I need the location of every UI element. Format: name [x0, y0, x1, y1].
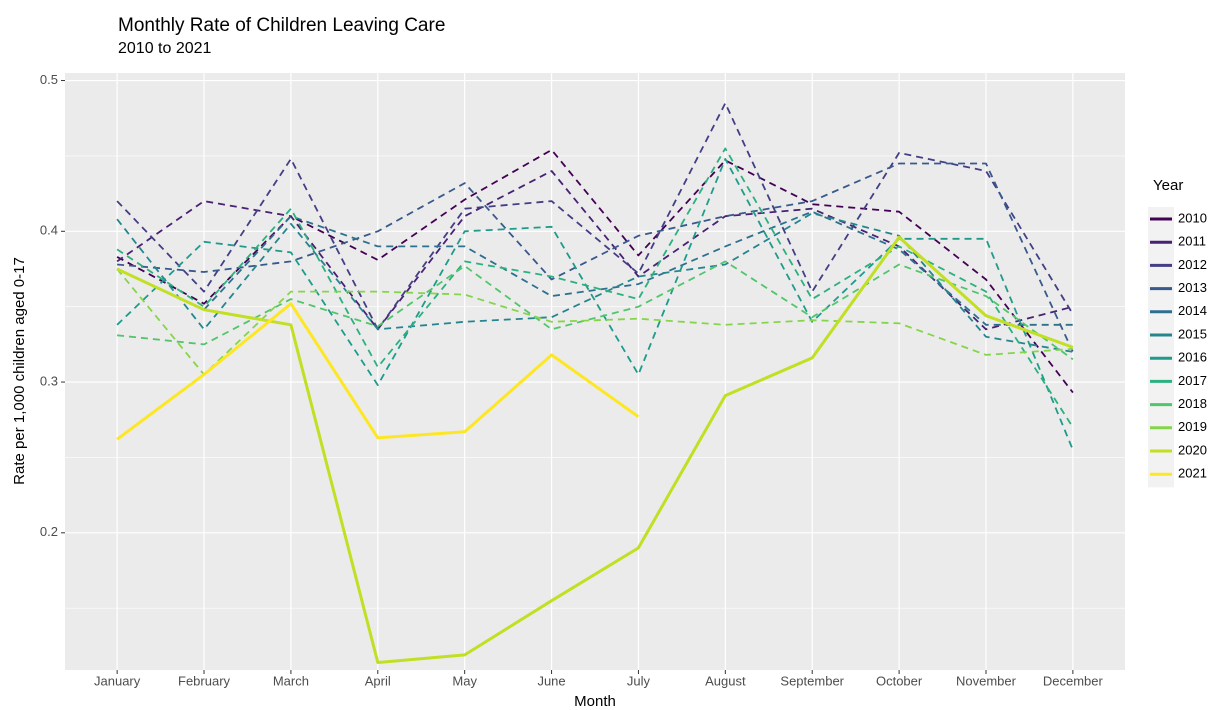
series-line: [116, 170, 1074, 331]
plot-panel: [65, 73, 1125, 670]
x-tick-label: May: [452, 673, 477, 688]
x-tick-label: June: [537, 673, 565, 688]
legend-label: 2017: [1178, 373, 1207, 388]
legend-label: 2016: [1178, 350, 1207, 365]
legend-label: 2011: [1178, 234, 1206, 249]
series-line: [116, 235, 1074, 664]
legend-label: 2013: [1178, 280, 1207, 295]
series-line: [117, 162, 1074, 353]
series-line: [116, 268, 1073, 376]
series-line: [116, 302, 640, 441]
legend-label: 2015: [1178, 326, 1207, 341]
series-line: [116, 147, 1074, 428]
series-line: [117, 260, 1074, 361]
series-line: [116, 149, 1074, 394]
x-axis-label: Month: [574, 693, 616, 710]
y-tick-label: 0.4: [40, 223, 58, 238]
x-tick-label: December: [1043, 673, 1104, 688]
chart-title: Monthly Rate of Children Leaving Care: [118, 15, 445, 36]
y-tick-label: 0.2: [40, 524, 58, 539]
series-line: [116, 158, 1074, 451]
y-axis-label: Rate per 1,000 children aged 0-17: [11, 257, 28, 485]
x-tick-label: July: [627, 673, 651, 688]
series-line: [116, 210, 1073, 326]
x-tick-label: April: [365, 673, 391, 688]
chart-subtitle: 2010 to 2021: [118, 40, 212, 57]
x-tick-label: October: [876, 673, 923, 688]
x-tick-label: September: [780, 673, 844, 688]
series-line: [116, 212, 1074, 353]
legend-label: 2019: [1178, 419, 1207, 434]
x-tick-label: January: [94, 673, 141, 688]
y-tick-label: 0.5: [40, 72, 58, 87]
x-tick-label: November: [956, 673, 1017, 688]
legend-title: Year: [1153, 177, 1183, 194]
legend-label: 2018: [1178, 396, 1207, 411]
x-tick-label: March: [273, 673, 309, 688]
legend-box: [1148, 207, 1174, 488]
legend-label: 2012: [1178, 257, 1207, 272]
legend-label: 2020: [1178, 442, 1207, 457]
series-line: [116, 102, 1074, 331]
legend-label: 2021: [1178, 466, 1207, 481]
x-tick-label: August: [705, 673, 746, 688]
x-tick-label: February: [178, 673, 231, 688]
legend-label: 2014: [1178, 303, 1207, 318]
y-tick-label: 0.3: [40, 373, 58, 388]
legend-label: 2010: [1178, 210, 1207, 225]
